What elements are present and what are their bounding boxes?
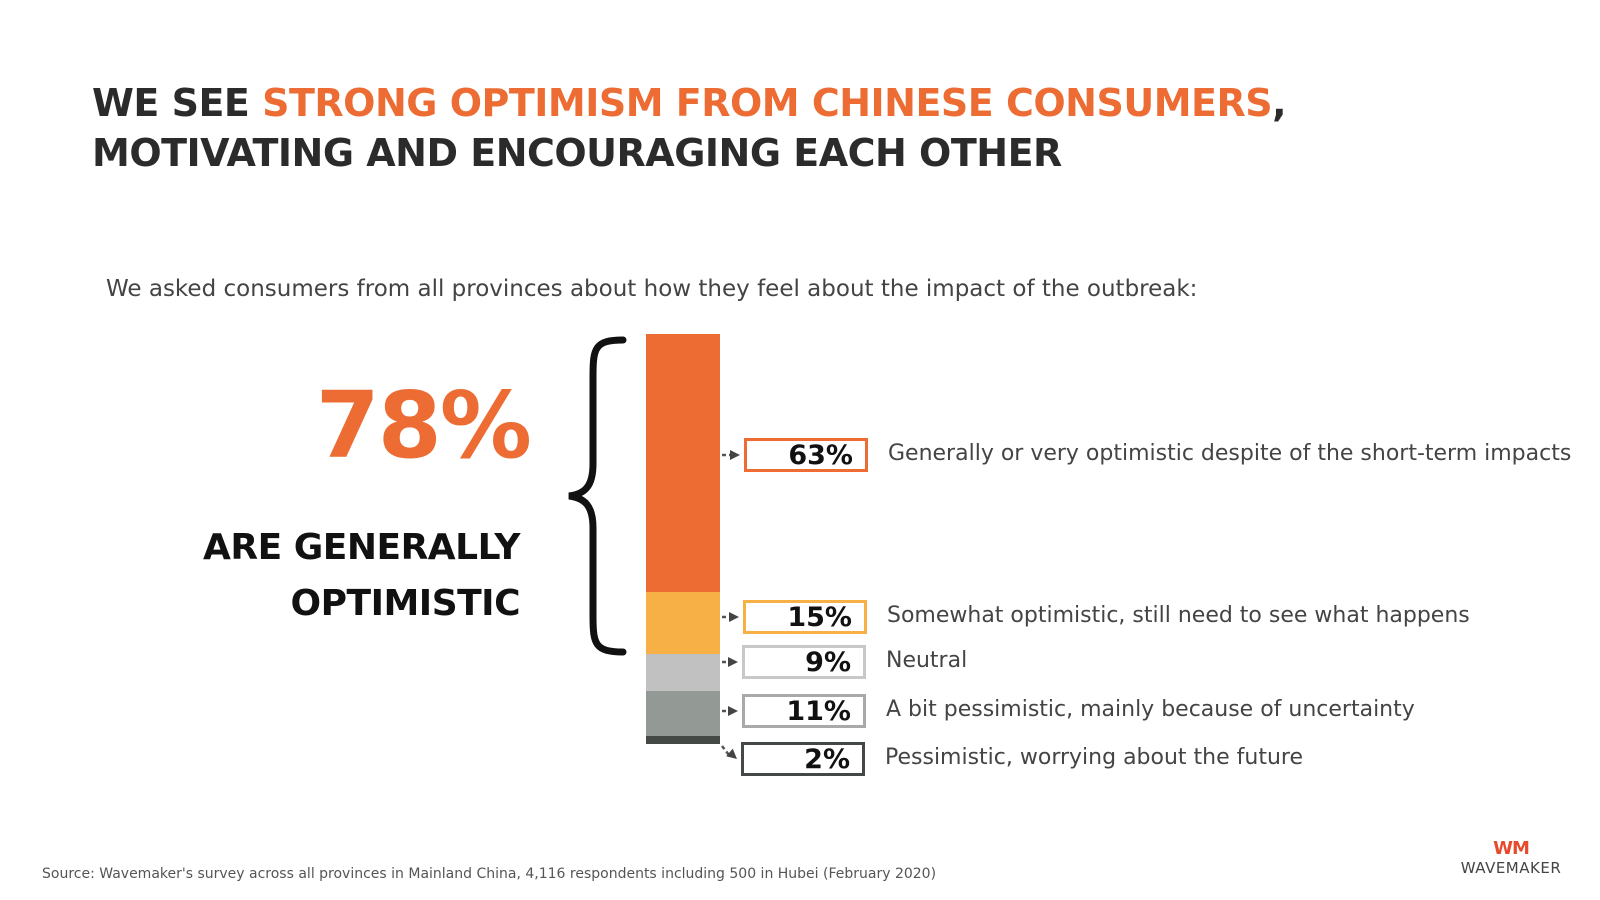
source-note: Source: Wavemaker's survey across all pr… [42, 866, 937, 882]
bar-segment [646, 592, 720, 654]
connector-arrow [722, 612, 739, 622]
title-line2: MOTIVATING AND ENCOURAGING EACH OTHER [92, 131, 1062, 175]
bar-segment [646, 653, 720, 691]
title-part2: , [1272, 81, 1287, 125]
category-label: Neutral [886, 648, 968, 673]
bar-segment [646, 690, 720, 736]
connector-arrow [722, 657, 738, 667]
headline-label: ARE GENERALLY OPTIMISTIC [120, 520, 521, 632]
title-part1: WE SEE [92, 81, 263, 125]
bar-segment [646, 334, 720, 593]
intro-text: We asked consumers from all provinces ab… [106, 276, 1198, 302]
connector-arrow [722, 706, 738, 716]
category-label: A bit pessimistic, mainly because of unc… [886, 697, 1415, 722]
connector-arrow [722, 450, 740, 460]
connector-arrow [721, 745, 737, 759]
headline-label-line1: ARE GENERALLY [203, 527, 521, 568]
wavemaker-logo: WM WAVEMAKER [1456, 840, 1566, 878]
value-label: 2% [741, 742, 865, 776]
category-label: Somewhat optimistic, still need to see w… [887, 603, 1470, 628]
logo-text: WAVEMAKER [1460, 859, 1562, 877]
stacked-bar [646, 334, 720, 744]
title-highlight: STRONG OPTIMISM FROM CHINESE CONSUMERS [262, 81, 1273, 125]
category-label: Pessimistic, worrying about the future [885, 745, 1303, 770]
category-label: Generally or very optimistic despite of … [888, 441, 1572, 466]
value-label: 63% [744, 438, 868, 472]
value-label: 11% [742, 694, 866, 728]
logo-mark: WM [1493, 838, 1530, 859]
headline-percentage: 78% [315, 372, 532, 479]
bar-segment [646, 735, 720, 744]
headline-label-line2: OPTIMISTIC [290, 583, 521, 624]
value-label: 15% [743, 600, 867, 634]
page-title: WE SEE STRONG OPTIMISM FROM CHINESE CONS… [92, 78, 1287, 178]
value-label: 9% [742, 645, 866, 679]
curly-brace-icon [568, 336, 627, 656]
